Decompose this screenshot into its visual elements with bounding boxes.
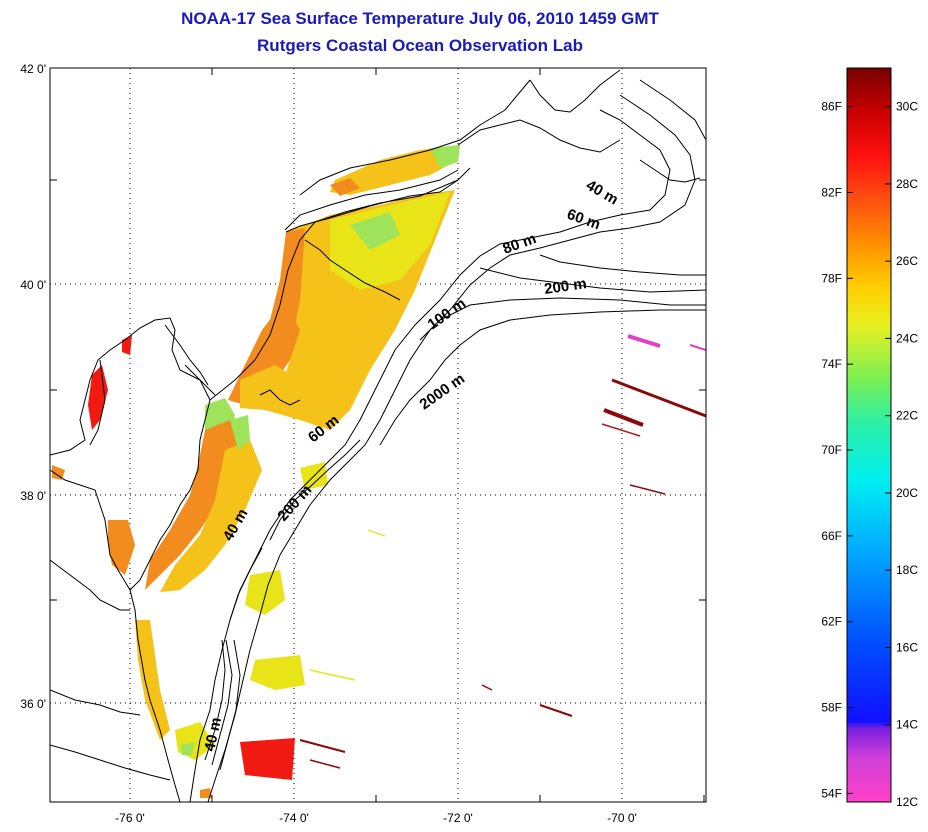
lat-label: 40 0' [20,278,46,292]
sst-patch [180,742,195,755]
lat-label: 42 0' [20,62,46,76]
sst-patch [430,145,460,168]
axis-ticks [50,68,706,802]
lon-label: -74 0' [279,811,309,825]
sst-streak [689,344,706,351]
latitude-labels: 42 0' 40 0' 38 0' 36 0' [20,62,46,711]
sst-streak [629,484,666,495]
sst-patch [108,520,135,575]
sst-streaks [299,334,706,769]
sst-streak [309,669,356,681]
lon-label: -76 0' [115,811,145,825]
lon-label: -72 0' [443,811,473,825]
sst-patch [330,178,360,196]
sst-streak [611,378,706,418]
lon-label: -70 0' [607,811,637,825]
sst-streak [601,423,641,437]
contour-label: 40 m [201,716,225,753]
lat-label: 36 0' [20,697,46,711]
sst-patch [160,440,262,592]
sst-patch [350,212,400,250]
sst-streak [367,529,386,537]
sst-streak [481,684,493,691]
map-frame [49,67,707,803]
sst-streak [309,759,341,769]
chart-subtitle: Rutgers Coastal Ocean Observation Lab [257,36,583,55]
sst-patch [240,365,300,420]
sst-patch [330,145,460,195]
longitude-labels: -76 0' -74 0' -72 0' -70 0' [115,811,637,825]
sst-patch [52,465,65,480]
contour-label: 200 m [543,275,587,298]
coastline [50,69,701,802]
sst-patch [250,655,305,690]
bathymetry-contours [189,79,706,802]
contour-label: 200 m [274,482,315,525]
contour-label: 2000 m [417,370,468,413]
sst-patch [330,192,450,290]
sst-streak [299,739,346,753]
contour-label: 80 m [501,230,539,258]
sst-patch [240,738,295,780]
sst-patch [245,570,285,615]
sst-patch [135,620,170,740]
sst-streak [603,408,644,427]
contour-label: 100 m [425,295,470,333]
sst-patch [200,788,212,798]
lat-label: 38 0' [20,489,46,503]
contour-label: 40 m [583,177,621,209]
sst-patch [145,420,245,590]
chart-title: NOAA-17 Sea Surface Temperature July 06,… [181,9,659,28]
sst-streak [627,334,661,348]
contour-label: 60 m [565,206,603,234]
sst-streak [539,704,573,717]
sst-data-patches [52,145,460,798]
sst-patch [230,415,250,450]
